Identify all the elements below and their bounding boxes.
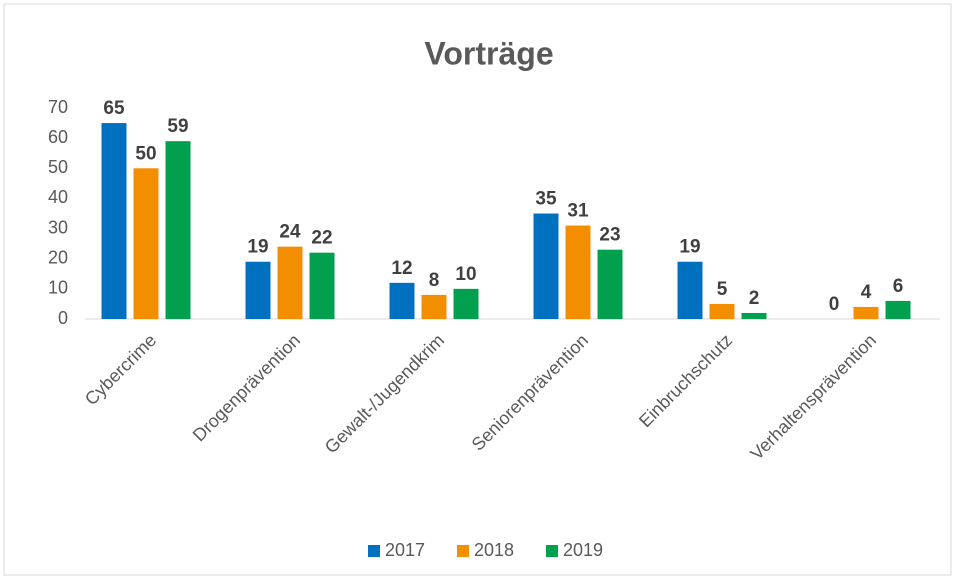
y-tick-label: 40 [48,187,68,207]
legend-swatch [546,545,558,557]
data-label: 65 [103,98,125,119]
bar [565,225,591,319]
bar [277,246,303,319]
bar [165,141,191,319]
bar [853,306,879,319]
y-tick-label: 50 [48,157,68,177]
data-label: 12 [391,258,412,279]
y-tick-label: 0 [58,308,68,328]
bar [709,303,735,319]
data-label: 10 [455,264,476,285]
bar [885,300,911,319]
legend-label: 2017 [385,540,425,560]
bar [101,123,127,319]
bar [453,288,479,319]
data-label: 0 [829,294,840,315]
data-label: 4 [861,282,872,303]
bar [741,312,767,319]
legend-swatch [368,545,380,557]
y-tick-label: 70 [48,97,68,117]
bar [245,261,271,319]
data-label: 24 [279,222,301,243]
data-label: 6 [893,276,904,297]
data-label: 23 [599,225,620,246]
y-tick-label: 60 [48,127,68,147]
bar [133,168,159,319]
y-tick-label: 10 [48,278,68,298]
data-label: 31 [567,201,589,222]
data-label: 19 [247,237,268,258]
data-label: 59 [167,116,188,137]
chart-title: Vorträge [424,35,553,71]
y-tick-label: 20 [48,247,68,267]
bar [597,249,623,319]
data-label: 22 [311,228,332,249]
data-label: 5 [717,279,728,300]
bar [421,294,447,319]
data-label: 50 [135,143,156,164]
bar [533,213,559,319]
bar [677,261,703,319]
legend-label: 2018 [474,540,514,560]
bar [309,252,335,319]
y-tick-label: 30 [48,217,68,237]
legend-label: 2019 [563,540,603,560]
data-label: 8 [429,270,440,291]
data-label: 35 [535,189,557,210]
data-label: 2 [749,288,760,309]
bar [389,282,415,319]
data-label: 19 [679,237,700,258]
legend-swatch [457,545,469,557]
